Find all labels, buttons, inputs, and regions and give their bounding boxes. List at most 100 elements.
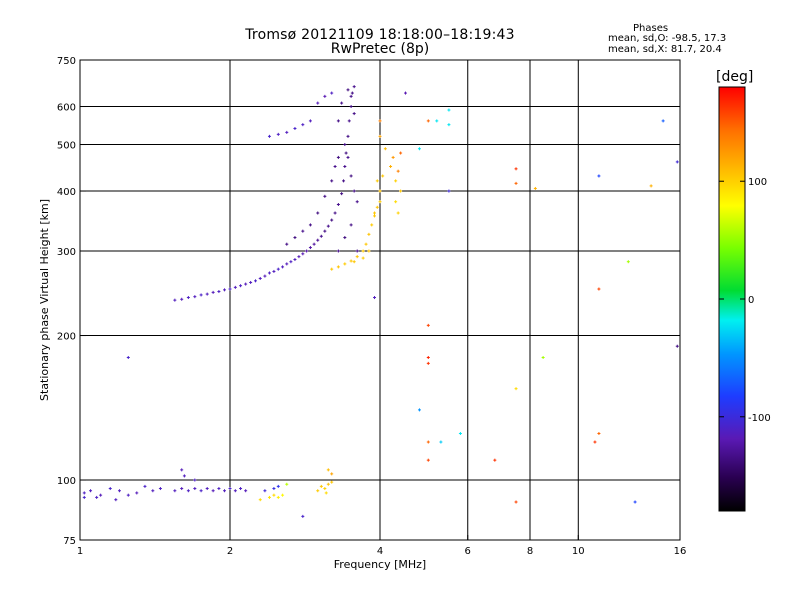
data-point <box>182 474 186 478</box>
data-point <box>336 249 340 253</box>
data-point <box>316 211 320 215</box>
data-point <box>378 189 382 193</box>
data-point <box>417 408 421 412</box>
data-point <box>458 432 462 436</box>
data-point <box>326 224 330 228</box>
data-point <box>330 267 334 271</box>
data-point <box>352 112 356 116</box>
data-points <box>82 85 679 518</box>
data-point <box>373 296 377 300</box>
data-point <box>426 361 430 365</box>
data-point <box>180 487 184 491</box>
colorbar-tick-label: 100 <box>748 177 767 188</box>
data-point <box>514 387 518 391</box>
data-point <box>316 238 320 242</box>
data-point <box>211 290 215 294</box>
data-point <box>675 160 679 164</box>
y-tick-label: 750 <box>57 56 76 67</box>
data-point <box>336 119 340 123</box>
data-point <box>228 287 232 291</box>
data-point <box>319 234 323 238</box>
data-point <box>336 265 340 269</box>
data-point <box>205 292 209 296</box>
data-point <box>89 489 93 493</box>
data-point <box>323 487 327 491</box>
data-point <box>276 484 280 488</box>
data-point <box>367 249 371 253</box>
data-point <box>293 236 297 240</box>
data-point <box>340 192 344 196</box>
data-point <box>301 514 305 518</box>
data-point <box>330 218 334 222</box>
data-point <box>180 297 184 301</box>
data-point <box>447 108 451 112</box>
data-point <box>347 119 351 123</box>
data-point <box>199 489 203 493</box>
data-point <box>649 184 653 188</box>
data-point <box>344 151 348 155</box>
data-point <box>297 255 301 259</box>
data-point <box>323 194 327 198</box>
data-point <box>186 489 190 493</box>
data-point <box>217 290 221 294</box>
data-point <box>223 288 227 292</box>
data-point <box>126 355 130 359</box>
y-tick-label: 500 <box>57 141 76 152</box>
data-point <box>272 487 276 491</box>
data-point <box>267 495 271 499</box>
data-point <box>258 276 262 280</box>
data-point <box>346 134 350 138</box>
data-point <box>426 119 430 123</box>
x-tick-label: 2 <box>227 546 233 557</box>
data-point <box>417 147 421 151</box>
data-point <box>108 487 112 491</box>
data-point <box>126 493 130 497</box>
data-point <box>239 284 243 288</box>
data-point <box>378 200 382 204</box>
data-point <box>205 487 209 491</box>
y-tick-labels: 75 100 200 300 400 500 600 750 <box>57 56 76 547</box>
y-tick-label: 200 <box>57 332 76 343</box>
data-point <box>435 119 439 123</box>
data-point <box>342 179 346 183</box>
colorbar-unit-label: [deg] <box>716 69 754 85</box>
data-point <box>514 167 518 171</box>
data-point <box>514 181 518 185</box>
data-point <box>352 189 356 193</box>
data-point <box>285 262 289 266</box>
data-point <box>305 249 309 253</box>
data-point <box>267 134 271 138</box>
data-point <box>349 223 353 227</box>
data-point <box>158 487 162 491</box>
data-point <box>82 495 86 499</box>
data-point <box>361 256 365 260</box>
y-axis-label: Stationary phase Virtual Height [km] <box>38 199 51 401</box>
data-point <box>336 155 340 159</box>
data-point <box>633 500 637 504</box>
colorbar-tick-label: -100 <box>748 413 771 424</box>
data-point <box>312 242 316 246</box>
y-tick-label: 400 <box>57 187 76 198</box>
data-point <box>301 229 305 233</box>
x-tick-label: 1 <box>77 546 83 557</box>
data-point <box>330 91 334 95</box>
x-tick-label: 10 <box>572 546 585 557</box>
data-point <box>117 489 121 493</box>
data-point <box>396 169 400 173</box>
data-point <box>316 489 320 493</box>
data-point <box>349 259 353 263</box>
data-point <box>447 123 451 127</box>
data-point <box>493 458 497 462</box>
data-point <box>597 287 601 291</box>
data-point <box>301 252 305 256</box>
data-point <box>514 500 518 504</box>
data-point <box>301 123 305 127</box>
x-axis-label: Frequency [MHz] <box>334 558 426 571</box>
data-point <box>343 262 347 266</box>
data-point <box>267 271 271 275</box>
data-point <box>82 491 86 495</box>
data-point <box>308 246 312 250</box>
axis-ticks <box>79 59 681 541</box>
y-tick-label: 100 <box>57 476 76 487</box>
data-point <box>350 91 354 95</box>
